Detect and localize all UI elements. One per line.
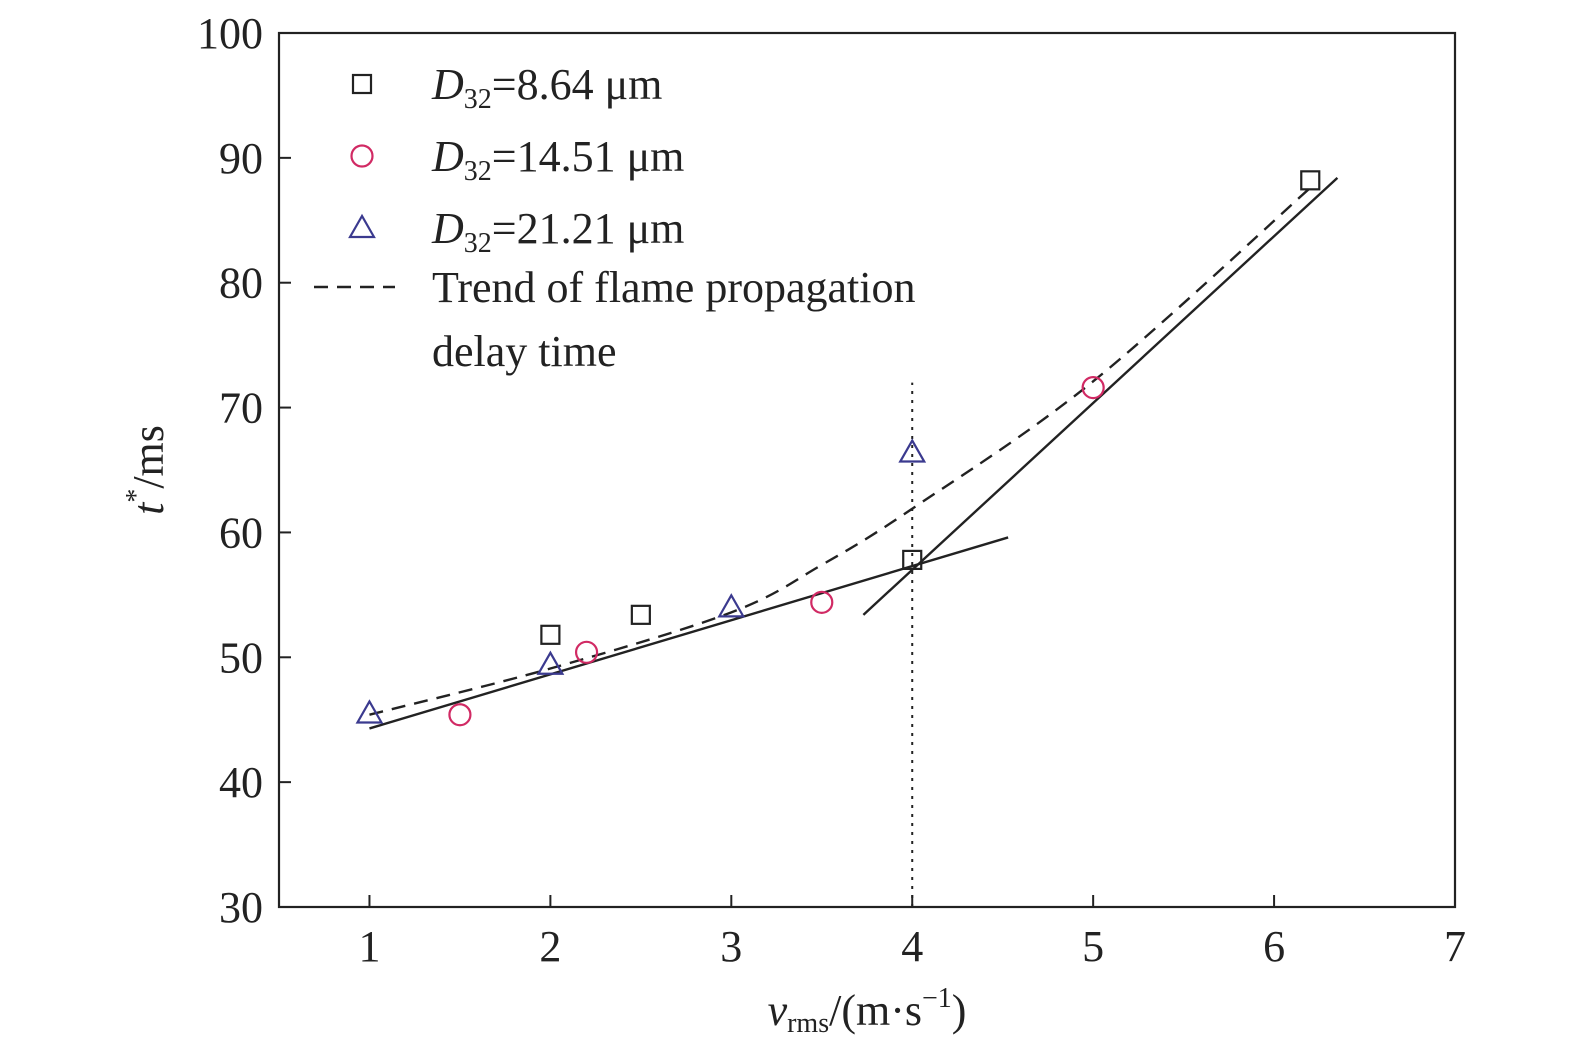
triangle-point-d32-21-21-m-4 [898, 438, 927, 463]
triangle-point-d32-21-21-m-1 [355, 699, 384, 724]
circle-point-d32-14-51-m-4 [1081, 375, 1105, 400]
legend-marker-d32-14-51-m [350, 144, 374, 168]
y-tick-label-30: 30 [219, 883, 263, 932]
fit-line-1 [369, 536, 1009, 730]
x-tick-label-4: 4 [901, 922, 923, 971]
x-axis-variable-subscript: rms [787, 1008, 829, 1039]
y-tick-label-50: 50 [219, 633, 263, 682]
x-axis-unit-close: ) [952, 986, 967, 1035]
y-tick-label-60: 60 [219, 508, 263, 557]
square-point-d32-8-64-m-1 [540, 624, 561, 645]
circle-point-d32-14-51-m-3 [810, 590, 834, 614]
legend-marker-d32-8-64-m [351, 73, 373, 95]
x-tick-label-1: 1 [358, 922, 380, 971]
x-tick-label-5: 5 [1082, 922, 1104, 971]
y-axis-variable-superscript: * [121, 489, 152, 503]
square-point-d32-8-64-m-3 [902, 549, 923, 570]
x-axis-unit: /(m·s [829, 986, 922, 1035]
legend-label-trend-line-2: delay time [432, 327, 617, 376]
x-tick-label-6: 6 [1263, 922, 1285, 971]
x-axis-variable: v [768, 986, 788, 1035]
circle-point-d32-14-51-m-1 [448, 703, 472, 727]
x-tick-label-7: 7 [1444, 922, 1466, 971]
y-axis-unit: /ms [124, 425, 173, 489]
y-axis-title: t*/ms [121, 425, 173, 515]
x-axis-title: vrms/(m·s−1) [768, 983, 967, 1039]
y-tick-label-90: 90 [219, 134, 263, 183]
legend-marker-d32-21-21-m [348, 213, 376, 239]
legend-label-d32-21-21-m: D32=21.21 μm [431, 204, 684, 259]
y-tick-label-70: 70 [219, 384, 263, 433]
legend-label-d32-14-51-m: D32=14.51 μm [431, 132, 684, 187]
x-tick-label-2: 2 [539, 922, 561, 971]
triangle-point-d32-21-21-m-2 [536, 650, 565, 675]
y-tick-label-40: 40 [219, 758, 263, 807]
legend-label-d32-8-64-m: D32=8.64 μm [431, 60, 662, 115]
plot-frame [277, 31, 1457, 909]
square-point-d32-8-64-m-2 [630, 604, 651, 625]
legend: D32=8.64 μm D32=14.51 μm D32=21.21 μmTrend… [314, 60, 915, 376]
circle-point-d32-14-51-m-2 [574, 640, 599, 664]
square-point-d32-8-64-m-4 [1300, 170, 1321, 191]
y-tick-label-80: 80 [219, 259, 263, 308]
triangle-point-d32-21-21-m-3 [717, 593, 746, 618]
markers-layer [355, 170, 1321, 727]
trend-line [369, 186, 1312, 716]
x-axis-unit-exponent: −1 [922, 983, 952, 1014]
y-tick-label-100: 100 [197, 9, 263, 58]
y-axis: 30 40 50 60 70 80 90 100 [197, 9, 291, 932]
y-axis-variable: t [124, 501, 173, 515]
legend-label-trend-line-1: Trend of flame propagation [432, 263, 915, 312]
x-tick-label-3: 3 [720, 922, 742, 971]
